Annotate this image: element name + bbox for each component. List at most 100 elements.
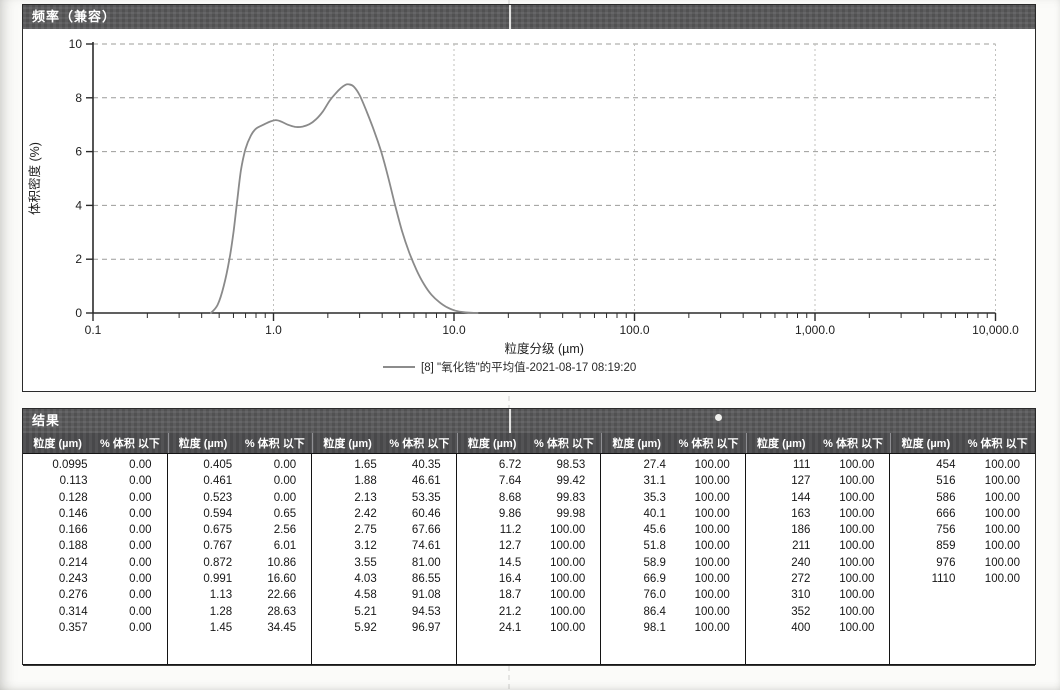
y-axis-title: 体积密度 (%) — [27, 142, 42, 215]
size-column-header: 粒度 (µm) — [612, 438, 661, 450]
table-column-group: 111 100.00 127 100.00 144 100.00 163 100.00 186 1… — [746, 454, 891, 664]
table-row: 400 100.00 — [746, 620, 890, 636]
pct-under-value: 100.00 — [984, 459, 1020, 471]
y-tick-label: 8 — [75, 91, 82, 105]
size-value: 5.92 — [354, 621, 377, 634]
pct-under-value: 0.00 — [129, 475, 152, 488]
size-column-header: 粒度 (µm) — [323, 438, 372, 450]
pct-under-value: 100.00 — [839, 491, 875, 504]
table-row: 5.21 94.53 — [312, 604, 456, 620]
table-row: 98.1 100.00 — [601, 620, 745, 636]
table-row: 76.0 100.00 — [601, 587, 745, 603]
table-row: 9.86 99.98 — [457, 506, 601, 522]
table-row: 272 100.00 — [746, 571, 890, 587]
table-row: 16.4 100.00 — [457, 571, 601, 587]
table-row: 0.357 0.00 — [23, 620, 167, 636]
table-column-group: 1.65 40.35 1.88 46.61 2.13 53.35 2.42 60.46 2.75… — [312, 454, 457, 664]
pct-under-value: 99.42 — [556, 475, 586, 488]
pct-under-value: 0.00 — [129, 556, 152, 569]
pct-under-value: 100.00 — [550, 605, 586, 618]
size-value: 756 — [936, 524, 956, 537]
pct-under-value: 96.97 — [411, 621, 441, 634]
table-row: 31.1 100.00 — [601, 473, 745, 489]
y-tick-label: 2 — [75, 252, 82, 266]
size-value: 7.64 — [498, 475, 522, 488]
scan-crease-artifact — [509, 5, 511, 29]
column-header-group: 粒度 (µm) % 体积 以下 — [890, 433, 1035, 453]
pct-under-value: 100.00 — [839, 507, 875, 520]
size-value: 666 — [936, 507, 956, 520]
size-value: 0.767 — [203, 540, 233, 553]
pct-under-value: 2.56 — [273, 524, 297, 537]
size-value: 14.5 — [498, 556, 522, 569]
table-row: 18.7 100.00 — [457, 587, 601, 603]
table-row: 0.0995 0.00 — [23, 457, 167, 473]
table-row: 3.12 74.61 — [312, 538, 456, 554]
y-tick-label: 10 — [69, 37, 83, 51]
table-row: 66.9 100.00 — [601, 571, 745, 587]
size-value: 2.75 — [354, 524, 377, 537]
table-row: 111 100.00 — [746, 457, 890, 473]
table-row: 586 100.00 — [890, 490, 1035, 506]
size-value: 0.128 — [58, 491, 88, 504]
artifact-dot — [715, 414, 722, 421]
table-row: 310 100.00 — [746, 587, 890, 603]
table-row: 0.314 0.00 — [23, 604, 167, 620]
pct-column-header: % 体积 以下 — [533, 438, 594, 450]
x-tick-label: 100.0 — [619, 323, 649, 337]
column-header-group: 粒度 (µm) % 体积 以下 — [312, 433, 457, 453]
frequency-panel: 频率（兼容） 0 2 4 6 8 10 0.1 1.0 10.0 100.0 1,000.0 10,0… — [22, 4, 1036, 392]
size-value: 11.2 — [499, 524, 522, 537]
x-tick-label: 10,000.0 — [972, 323, 1019, 337]
table-row: 4.58 91.08 — [312, 587, 456, 603]
table-row: 859 100.00 — [890, 538, 1035, 554]
table-row: 163 100.00 — [746, 506, 890, 522]
size-value: 12.7 — [498, 540, 522, 553]
size-value: 5.21 — [354, 605, 377, 618]
pct-under-value: 46.61 — [411, 475, 441, 488]
table-row: 666 100.00 — [890, 506, 1035, 522]
pct-column-header: % 体积 以下 — [967, 438, 1028, 450]
pct-under-value: 100.00 — [550, 556, 586, 569]
size-value: 0.113 — [59, 475, 88, 488]
size-value: 127 — [791, 475, 811, 488]
table-row: 35.3 100.00 — [601, 490, 745, 506]
size-value: 3.55 — [354, 556, 377, 569]
pct-under-value: 100.00 — [550, 573, 586, 586]
size-value: 1.65 — [354, 459, 377, 471]
pct-under-value: 34.45 — [267, 621, 297, 634]
column-header-group: 粒度 (µm) % 体积 以下 — [23, 433, 168, 453]
size-value: 2.42 — [354, 507, 377, 520]
table-row: 21.2 100.00 — [457, 604, 601, 620]
pct-under-value: 100.00 — [694, 507, 730, 520]
table-row: 756 100.00 — [890, 522, 1035, 538]
size-value: 0.314 — [58, 605, 88, 618]
table-column-group: 0.405 0.00 0.461 0.00 0.523 0.00 0.594 0.65 0.67… — [168, 454, 313, 664]
size-value: 0.214 — [58, 556, 88, 569]
size-value: 76.0 — [643, 589, 666, 602]
table-row: 127 100.00 — [746, 473, 890, 489]
results-panel-title-label: 结果 — [32, 413, 61, 428]
size-value: 976 — [936, 556, 956, 569]
column-header-group: 粒度 (µm) % 体积 以下 — [745, 433, 891, 453]
size-column-header: 粒度 (µm) — [467, 438, 517, 450]
size-value: 454 — [936, 459, 956, 471]
pct-under-value: 0.65 — [273, 507, 297, 520]
pct-under-value: 100.00 — [839, 621, 875, 634]
table-row: 0.188 0.00 — [23, 538, 167, 554]
pct-column-header: % 体积 以下 — [244, 438, 305, 450]
y-tick-label: 4 — [75, 198, 82, 212]
table-row: 1.65 40.35 — [312, 457, 456, 473]
size-value: 163 — [791, 507, 811, 520]
table-row: 0.113 0.00 — [23, 473, 167, 489]
pct-under-value: 22.66 — [267, 589, 297, 602]
size-value: 186 — [791, 524, 811, 537]
table-row: 14.5 100.00 — [457, 555, 601, 571]
size-value: 6.72 — [498, 459, 522, 471]
size-value: 0.0995 — [52, 459, 88, 471]
size-column-header: 粒度 (µm) — [178, 438, 228, 450]
pct-under-value: 16.60 — [267, 573, 297, 586]
table-row: 27.4 100.00 — [601, 457, 745, 473]
table-row: 1.88 46.61 — [312, 473, 456, 489]
size-value: 45.6 — [643, 524, 666, 537]
